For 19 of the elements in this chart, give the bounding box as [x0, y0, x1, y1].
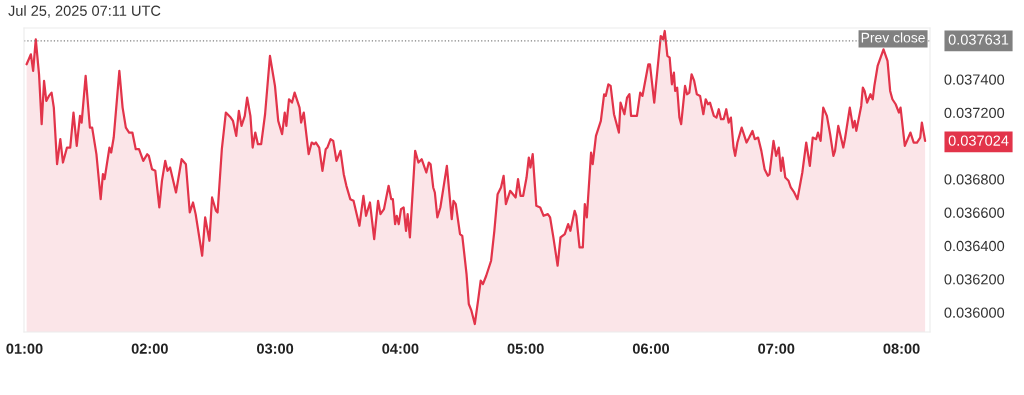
y-tick-label: 0.036200: [944, 274, 1005, 285]
x-tick-label: 01:00: [6, 343, 43, 354]
text: 0.037024: [948, 135, 1009, 146]
y-tick-label: 0.037400: [944, 74, 1005, 85]
y-tick-label: 0.036800: [944, 174, 1005, 185]
y-tick-label: 0.036600: [944, 207, 1005, 218]
x-tick-label: 08:00: [883, 343, 920, 354]
y-tick-label: 0.036000: [944, 307, 1005, 318]
text: 0.037631: [948, 34, 1009, 45]
text: Jul 25, 2025 07:11 UTC: [8, 5, 161, 18]
x-tick-label: 05:00: [507, 343, 544, 354]
y-tick-label: 0.036400: [944, 240, 1005, 252]
x-tick-label: 04:00: [382, 343, 419, 354]
ref-line-label: Prev close: [861, 32, 925, 43]
x-tick-label: 07:00: [758, 343, 795, 354]
y-tick-label: 0.037200: [944, 107, 1005, 118]
x-tick-label: 06:00: [632, 343, 670, 354]
x-tick-label: 02:00: [131, 343, 168, 354]
x-tick-label: 03:00: [257, 343, 294, 354]
